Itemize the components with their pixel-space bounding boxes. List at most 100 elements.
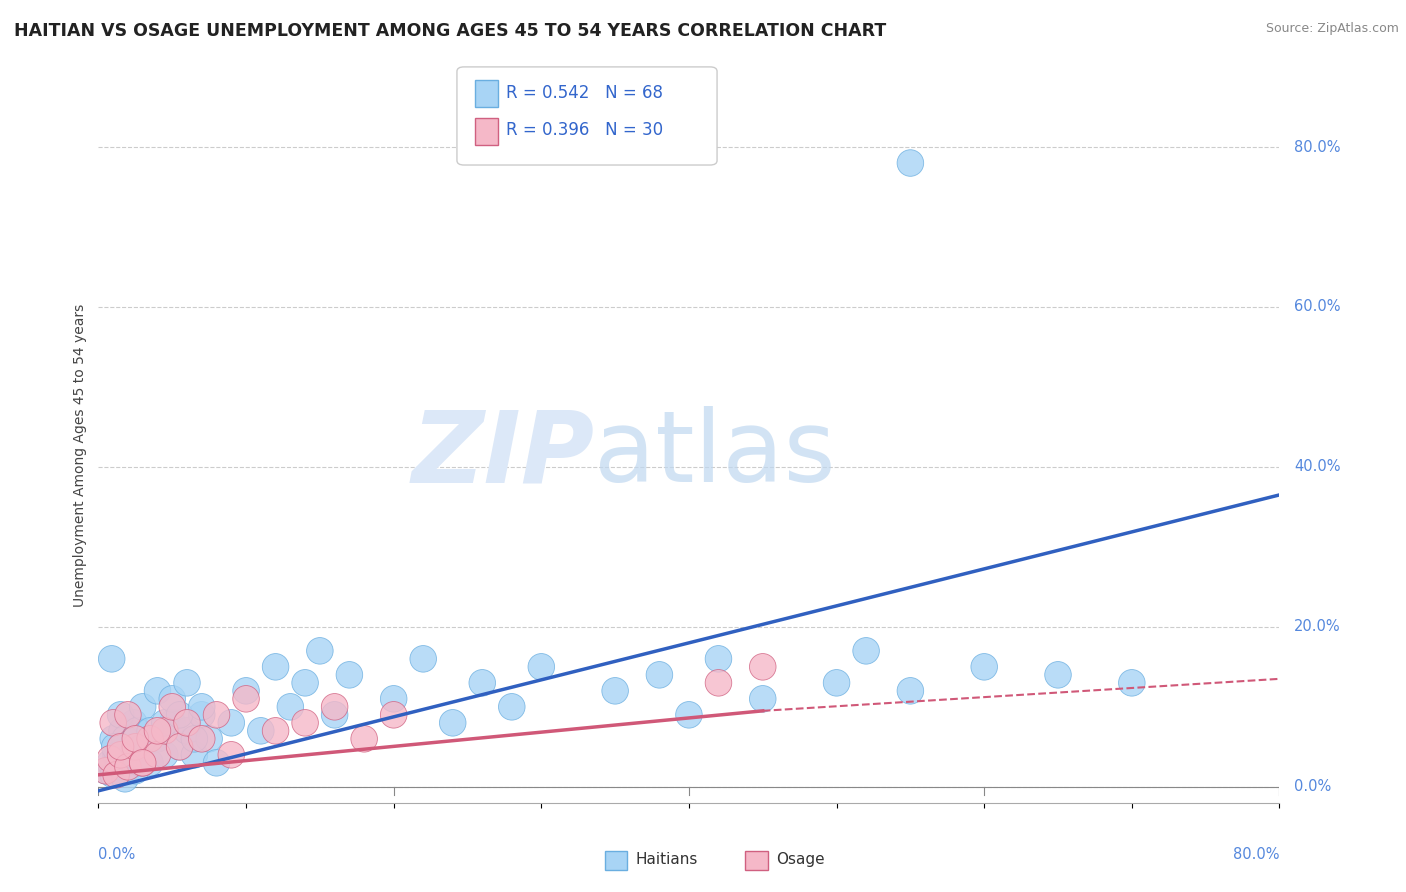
Ellipse shape	[470, 670, 495, 696]
Ellipse shape	[174, 709, 200, 736]
Ellipse shape	[381, 701, 406, 728]
Ellipse shape	[122, 725, 149, 752]
Ellipse shape	[706, 670, 731, 696]
Ellipse shape	[204, 749, 229, 776]
Text: HAITIAN VS OSAGE UNEMPLOYMENT AMONG AGES 45 TO 54 YEARS CORRELATION CHART: HAITIAN VS OSAGE UNEMPLOYMENT AMONG AGES…	[14, 22, 886, 40]
Ellipse shape	[292, 709, 318, 736]
Ellipse shape	[115, 754, 141, 780]
Ellipse shape	[166, 733, 193, 760]
Ellipse shape	[706, 646, 731, 673]
Y-axis label: Unemployment Among Ages 45 to 54 years: Unemployment Among Ages 45 to 54 years	[73, 303, 87, 607]
Ellipse shape	[322, 694, 347, 720]
Ellipse shape	[233, 678, 259, 704]
Ellipse shape	[188, 701, 215, 728]
Ellipse shape	[824, 670, 849, 696]
Ellipse shape	[188, 725, 215, 752]
Ellipse shape	[136, 725, 163, 752]
Text: 0.0%: 0.0%	[98, 847, 135, 862]
Ellipse shape	[152, 741, 179, 768]
Ellipse shape	[124, 717, 150, 744]
Ellipse shape	[897, 678, 924, 704]
Ellipse shape	[145, 717, 170, 744]
Ellipse shape	[145, 725, 170, 752]
Ellipse shape	[100, 762, 127, 789]
Ellipse shape	[118, 741, 145, 768]
Ellipse shape	[145, 741, 170, 768]
Ellipse shape	[277, 694, 304, 720]
Ellipse shape	[104, 741, 131, 768]
Ellipse shape	[118, 733, 145, 760]
Ellipse shape	[107, 733, 134, 760]
Ellipse shape	[136, 717, 163, 744]
Ellipse shape	[602, 678, 628, 704]
Ellipse shape	[1119, 670, 1144, 696]
Ellipse shape	[98, 646, 125, 673]
Text: Haitians: Haitians	[636, 853, 697, 867]
Ellipse shape	[166, 733, 193, 760]
Ellipse shape	[93, 757, 120, 784]
Ellipse shape	[159, 709, 186, 736]
Ellipse shape	[529, 654, 554, 680]
Ellipse shape	[101, 733, 128, 760]
Ellipse shape	[381, 686, 406, 712]
Ellipse shape	[307, 638, 333, 665]
Ellipse shape	[440, 709, 465, 736]
Ellipse shape	[152, 717, 179, 744]
Ellipse shape	[136, 749, 163, 776]
Ellipse shape	[145, 678, 170, 704]
Ellipse shape	[647, 662, 672, 688]
Ellipse shape	[292, 670, 318, 696]
Ellipse shape	[174, 670, 200, 696]
Ellipse shape	[100, 725, 127, 752]
Text: R = 0.396   N = 30: R = 0.396 N = 30	[506, 121, 664, 139]
Ellipse shape	[93, 757, 120, 784]
Ellipse shape	[152, 709, 179, 736]
Ellipse shape	[174, 717, 200, 744]
Ellipse shape	[218, 709, 245, 736]
Ellipse shape	[263, 717, 288, 744]
Ellipse shape	[499, 694, 524, 720]
Text: 20.0%: 20.0%	[1294, 619, 1341, 634]
Ellipse shape	[127, 749, 153, 776]
Ellipse shape	[218, 741, 245, 768]
Ellipse shape	[204, 701, 229, 728]
Ellipse shape	[159, 686, 186, 712]
Ellipse shape	[100, 709, 127, 736]
Text: atlas: atlas	[595, 407, 837, 503]
Ellipse shape	[749, 686, 776, 712]
Text: R = 0.542   N = 68: R = 0.542 N = 68	[506, 84, 664, 102]
Ellipse shape	[188, 694, 215, 720]
Ellipse shape	[322, 701, 347, 728]
Ellipse shape	[129, 749, 156, 776]
Text: 60.0%: 60.0%	[1294, 300, 1341, 315]
Ellipse shape	[103, 762, 129, 789]
Ellipse shape	[122, 733, 149, 760]
Text: 80.0%: 80.0%	[1294, 139, 1341, 154]
Ellipse shape	[103, 741, 129, 768]
Ellipse shape	[115, 701, 141, 728]
Ellipse shape	[121, 709, 148, 736]
Ellipse shape	[233, 686, 259, 712]
Ellipse shape	[108, 717, 135, 744]
Text: 40.0%: 40.0%	[1294, 459, 1341, 475]
Ellipse shape	[97, 749, 124, 776]
Ellipse shape	[166, 701, 193, 728]
Ellipse shape	[897, 150, 924, 177]
Ellipse shape	[115, 746, 141, 772]
Ellipse shape	[336, 662, 363, 688]
Ellipse shape	[129, 733, 156, 760]
Ellipse shape	[111, 765, 138, 792]
Ellipse shape	[972, 654, 997, 680]
Ellipse shape	[247, 717, 274, 744]
Ellipse shape	[159, 694, 186, 720]
Text: 80.0%: 80.0%	[1233, 847, 1279, 862]
Ellipse shape	[107, 701, 134, 728]
Ellipse shape	[115, 733, 141, 760]
Ellipse shape	[107, 754, 134, 780]
Text: Osage: Osage	[776, 853, 825, 867]
Ellipse shape	[111, 725, 138, 752]
Ellipse shape	[352, 725, 377, 752]
Ellipse shape	[129, 749, 156, 776]
Ellipse shape	[107, 741, 134, 768]
Ellipse shape	[97, 746, 124, 772]
